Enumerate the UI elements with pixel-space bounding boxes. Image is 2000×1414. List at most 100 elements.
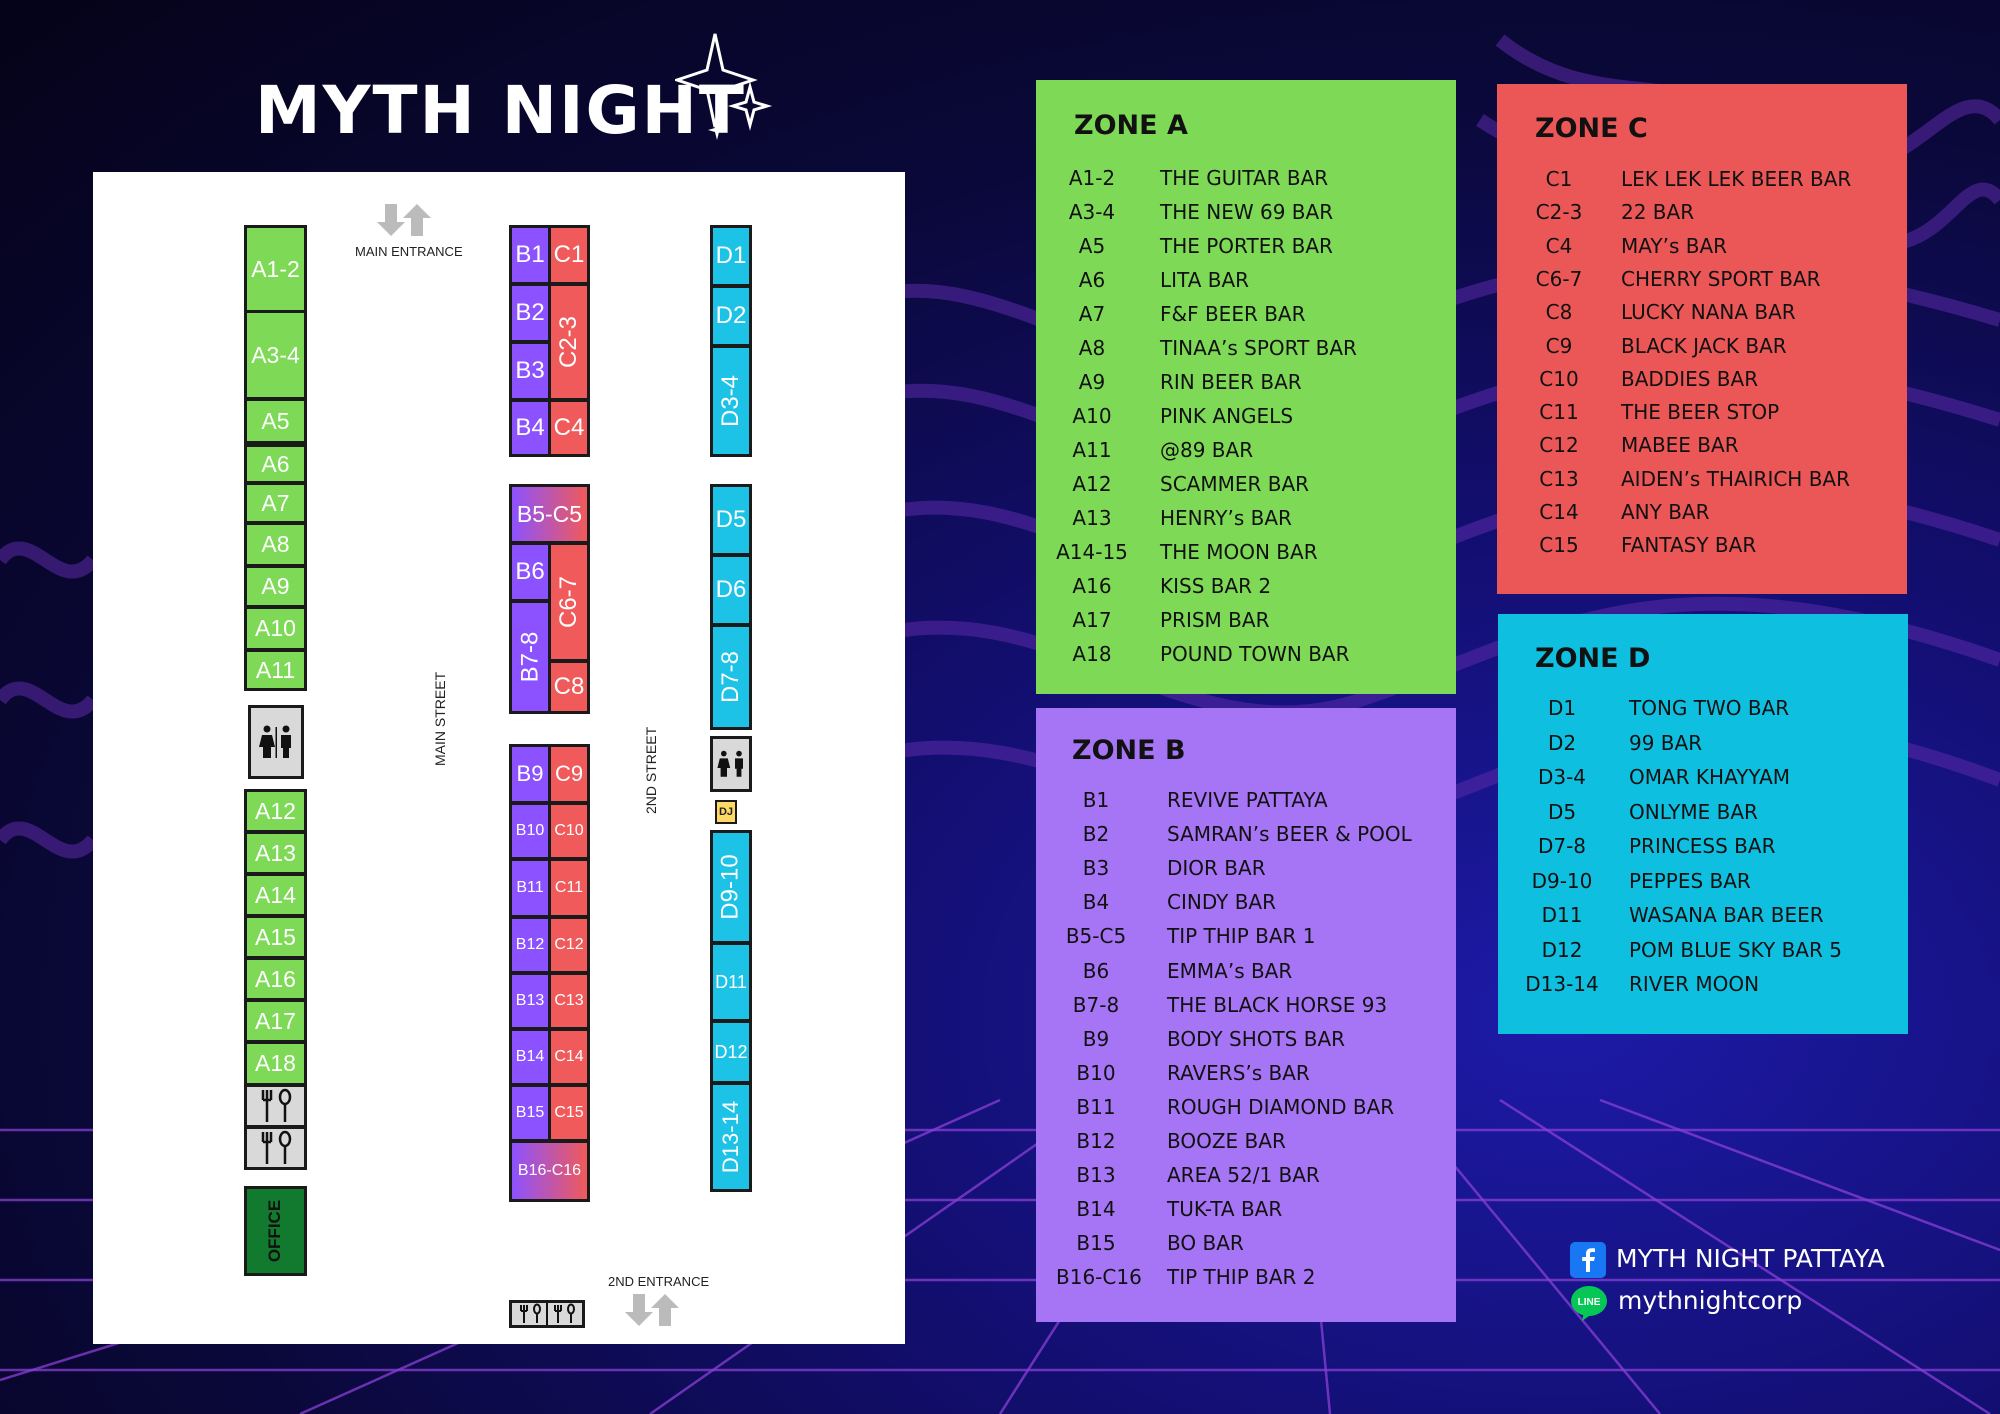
stall-d11[interactable]: D11 xyxy=(710,942,752,1022)
stall-c11[interactable]: C11 xyxy=(548,858,590,918)
stall-c14[interactable]: C14 xyxy=(548,1028,590,1086)
bar-name: OMAR KHAYYAM xyxy=(1629,765,1791,789)
bar-code: A1-2 xyxy=(1068,166,1116,190)
bar-code: C6-7 xyxy=(1535,266,1583,291)
bar-name: PEPPES BAR xyxy=(1629,868,1751,893)
line-link[interactable]: LINE mythnightcorp xyxy=(1570,1284,1930,1324)
stall-a13[interactable]: A13 xyxy=(244,831,307,875)
stall-b7-8[interactable]: B7-8 xyxy=(509,600,551,714)
bar-name: TONG TWO BAR xyxy=(1629,696,1790,720)
bar-name: AIDEN’s THAIRICH BAR xyxy=(1621,466,1851,491)
stall-d2[interactable]: D2 xyxy=(710,285,752,347)
bar-name: ANY BAR xyxy=(1621,500,1710,524)
bar-name: BLACK JACK BAR xyxy=(1621,333,1787,358)
stall-a8[interactable]: A8 xyxy=(244,522,307,567)
line-icon-text: LINE xyxy=(1578,1297,1601,1308)
stall-b1[interactable]: B1 xyxy=(509,225,551,285)
stall-c13[interactable]: C13 xyxy=(548,972,590,1030)
stall-a1-2[interactable]: A1-2 xyxy=(244,225,307,313)
bar-code: B7-8 xyxy=(1072,992,1120,1017)
stall-d5[interactable]: D5 xyxy=(710,484,752,556)
zone-c-row: C9 BLACK JACK BAR xyxy=(1497,334,1907,364)
zone-b-row: B14 TUK-TA BAR xyxy=(1036,1197,1456,1227)
header: MYTH NIGHT xyxy=(255,33,775,158)
stall-d7-8[interactable]: D7-8 xyxy=(710,624,752,730)
zone-c-row: C14 ANY BAR xyxy=(1497,500,1907,530)
bar-code: D5 xyxy=(1547,799,1577,824)
stall-c15[interactable]: C15 xyxy=(548,1084,590,1142)
zone-b-row: B3 DIOR BAR xyxy=(1036,856,1456,886)
stall-b14[interactable]: B14 xyxy=(509,1028,551,1086)
zone-a-row: A16 KISS BAR 2 xyxy=(1036,574,1456,604)
bar-name: SAMRAN’s BEER & POOL xyxy=(1167,822,1412,847)
bar-code: B16-C16 xyxy=(1056,1265,1142,1290)
zone-a-row: A5 THE PORTER BAR xyxy=(1036,234,1456,264)
stall-d9-10[interactable]: D9-10 xyxy=(710,830,752,944)
page-title: MYTH NIGHT xyxy=(255,72,746,149)
zone-c-panel: ZONE C C1 LEK LEK LEK BEER BAR C2-3 22 BAR C… xyxy=(1497,84,1907,594)
zone-c-row: C2-3 22 BAR xyxy=(1497,200,1907,230)
stall-d6[interactable]: D6 xyxy=(710,554,752,626)
stall-b4[interactable]: B4 xyxy=(509,399,551,457)
stall-a9[interactable]: A9 xyxy=(244,565,307,608)
bar-code: B5-C5 xyxy=(1065,924,1127,949)
stall-b9[interactable]: B9 xyxy=(509,744,551,804)
stall-a6[interactable]: A6 xyxy=(244,444,307,484)
stall-b15[interactable]: B15 xyxy=(509,1084,551,1142)
stall-c8[interactable]: C8 xyxy=(548,660,590,714)
bar-name: WASANA BAR BEER xyxy=(1629,903,1824,927)
bar-code: A14-15 xyxy=(1056,540,1128,564)
bar-code: A18 xyxy=(1072,642,1112,666)
stall-a3-4[interactable]: A3-4 xyxy=(244,310,307,400)
stall-c10[interactable]: C10 xyxy=(548,802,590,860)
stall-b3[interactable]: B3 xyxy=(509,341,551,401)
stall-a12[interactable]: A12 xyxy=(244,789,307,833)
main-street-text: MAIN STREET xyxy=(432,671,448,766)
stall-a16[interactable]: A16 xyxy=(244,957,307,1001)
zone-b-panel: ZONE B B1 REVIVE PATTAYA B2 SAMRAN’s BEER &… xyxy=(1036,708,1456,1322)
stall-b16-c16[interactable]: B16-C16 xyxy=(509,1140,590,1202)
bar-code: D12 xyxy=(1541,937,1583,962)
stall-c1[interactable]: C1 xyxy=(548,225,590,285)
zone-d-row: D5 ONLYME BAR xyxy=(1498,800,1908,830)
stall-d3-4[interactable]: D3-4 xyxy=(710,345,752,457)
bar-code: D1 xyxy=(1547,696,1577,720)
stall-a17[interactable]: A17 xyxy=(244,999,307,1043)
stall-d13-14[interactable]: D13-14 xyxy=(710,1082,752,1192)
stall-a7[interactable]: A7 xyxy=(244,482,307,524)
stall-c6-7[interactable]: C6-7 xyxy=(548,542,590,662)
stall-d12[interactable]: D12 xyxy=(710,1020,752,1084)
stall-b6[interactable]: B6 xyxy=(509,542,551,602)
zone-c-row: C6-7 CHERRY SPORT BAR xyxy=(1497,267,1907,297)
facebook-link[interactable]: MYTH NIGHT PATTAYA xyxy=(1570,1240,1930,1280)
zone-b-row: B1 REVIVE PATTAYA xyxy=(1036,788,1456,818)
stall-b11[interactable]: B11 xyxy=(509,858,551,918)
bar-code: C15 xyxy=(1539,533,1579,558)
zone-d-row: D11 WASANA BAR BEER xyxy=(1498,903,1908,933)
stall-a15[interactable]: A15 xyxy=(244,915,307,959)
stall-b2[interactable]: B2 xyxy=(509,283,551,343)
stall-b10[interactable]: B10 xyxy=(509,802,551,860)
bar-code: A13 xyxy=(1072,506,1112,530)
stall-c9[interactable]: C9 xyxy=(548,744,590,804)
stall-a18[interactable]: A18 xyxy=(244,1041,307,1086)
stall-c12[interactable]: C12 xyxy=(548,916,590,974)
stall-a5[interactable]: A5 xyxy=(244,398,307,444)
stall-b12[interactable]: B12 xyxy=(509,916,551,974)
stall-d1[interactable]: D1 xyxy=(710,225,752,287)
bar-code: D3-4 xyxy=(1537,765,1587,789)
stall-c2-3[interactable]: C2-3 xyxy=(548,283,590,401)
stall-a14[interactable]: A14 xyxy=(244,873,307,917)
bar-code: C12 xyxy=(1539,433,1579,458)
zone-b-row: B5-C5 TIP THIP BAR 1 xyxy=(1036,924,1456,954)
bar-code: B15 xyxy=(1076,1231,1116,1256)
bar-code: D11 xyxy=(1541,903,1583,927)
stall-c4[interactable]: C4 xyxy=(548,399,590,457)
bar-name: RIVER MOON xyxy=(1629,972,1760,996)
bar-name: 99 BAR xyxy=(1629,730,1703,755)
zone-b-row: B7-8 THE BLACK HORSE 93 xyxy=(1036,993,1456,1023)
stall-b5-c5[interactable]: B5-C5 xyxy=(509,484,590,544)
stall-b13[interactable]: B13 xyxy=(509,972,551,1030)
stall-a11[interactable]: A11 xyxy=(244,649,307,691)
stall-a10[interactable]: A10 xyxy=(244,606,307,651)
